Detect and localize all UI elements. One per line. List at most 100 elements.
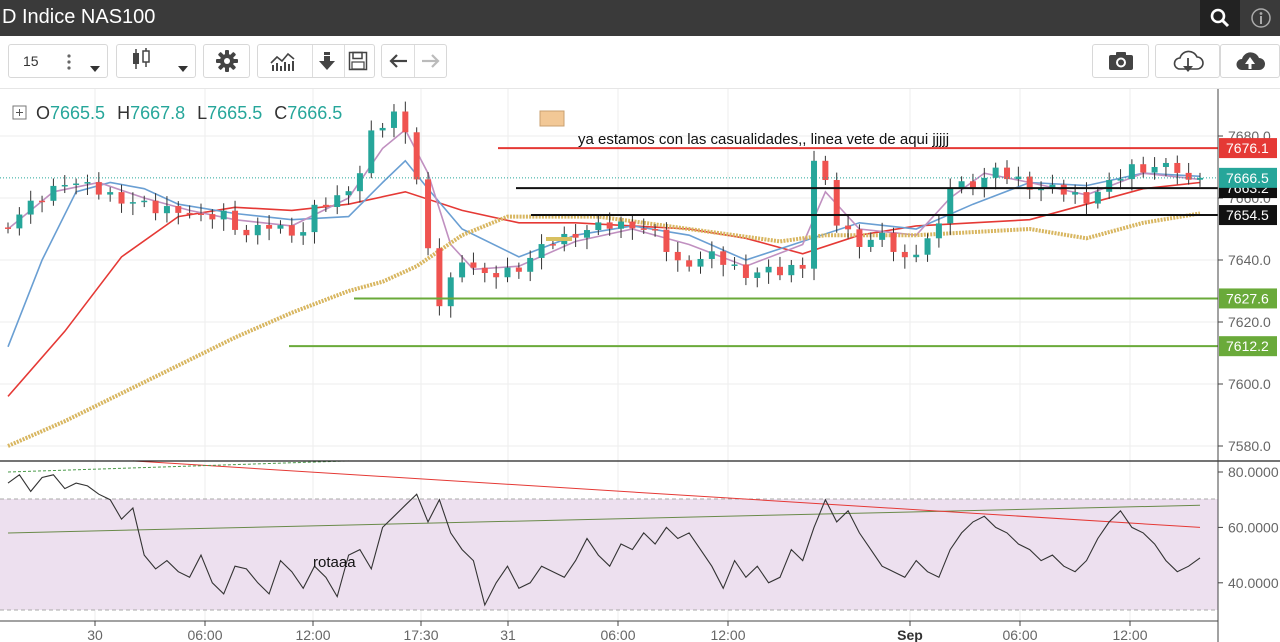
chevron-down-icon — [89, 59, 101, 77]
candle — [606, 222, 613, 229]
candle — [935, 223, 942, 239]
time-tick-label: 12:00 — [295, 627, 330, 642]
candle — [845, 225, 852, 230]
time-tick-label: 30 — [87, 627, 103, 642]
high-value: 7667.8 — [130, 103, 185, 123]
more-dots-icon — [67, 54, 71, 75]
candle — [754, 272, 761, 278]
indicators-icon — [270, 52, 295, 71]
last-price-label: 7666.5 — [1226, 170, 1269, 186]
time-tick-label: 17:30 — [403, 627, 438, 642]
candle — [481, 267, 488, 274]
low-label: L — [197, 103, 207, 123]
candle — [788, 264, 795, 276]
price-label: 7612.2 — [1226, 338, 1269, 354]
candle — [84, 182, 91, 184]
annotation-note[interactable]: ya estamos con las casualidades,, linea … — [578, 131, 949, 148]
price-label-bg — [1219, 336, 1277, 357]
ma-line-1 — [7, 159, 1201, 348]
time-tick-label: 12:00 — [1112, 627, 1147, 642]
settings-button[interactable] — [203, 44, 250, 78]
candle — [243, 229, 250, 236]
chart-type-selector[interactable] — [116, 44, 196, 78]
price-label-bg — [1219, 288, 1277, 309]
candle — [1174, 162, 1181, 173]
rsi-trendline — [132, 460, 1201, 528]
candle — [390, 111, 397, 128]
time-tick-label: 12:00 — [710, 627, 745, 642]
info-icon — [1250, 8, 1271, 28]
interval-selector[interactable]: 15 — [8, 44, 108, 78]
open-label: O — [36, 103, 50, 123]
load-from-cloud-button[interactable] — [1155, 44, 1220, 78]
candle — [493, 273, 500, 278]
ohlc-legend: O7665.5 H7667.8 L7665.5 C7666.5 — [12, 103, 342, 123]
indicators-button[interactable] — [270, 51, 296, 76]
candle — [27, 200, 34, 215]
candle — [674, 251, 681, 261]
candle — [141, 200, 148, 203]
time-tick-label: 31 — [500, 627, 516, 642]
search-button[interactable] — [1200, 0, 1240, 36]
toolbar: 15 — [0, 36, 1280, 89]
candle — [459, 262, 466, 278]
load-button[interactable] — [318, 51, 336, 76]
candle — [447, 277, 454, 307]
candle — [186, 212, 193, 215]
candle — [913, 254, 920, 258]
camera-icon — [1108, 52, 1133, 70]
candle — [175, 206, 182, 213]
screenshot-button[interactable] — [1092, 44, 1149, 78]
candle — [1015, 176, 1022, 180]
candle — [901, 251, 908, 258]
save-to-cloud-button[interactable] — [1220, 44, 1280, 78]
price-label-bg — [1219, 205, 1277, 226]
search-icon — [1210, 8, 1230, 28]
rsi-tick-label: 60.0000 — [1228, 519, 1279, 535]
close-value: 7666.5 — [287, 103, 342, 123]
candle — [720, 251, 727, 265]
undo-button[interactable] — [389, 52, 409, 75]
interval-label: 15 — [23, 53, 39, 69]
save-button[interactable] — [348, 51, 368, 76]
candle — [129, 202, 136, 204]
cloud-upload-icon — [1236, 52, 1265, 70]
candle — [345, 191, 352, 196]
horizontal-levels[interactable] — [0, 147, 1218, 348]
note-marker[interactable] — [539, 110, 565, 127]
candle — [107, 192, 114, 195]
price-label-bg — [1219, 138, 1277, 159]
candle — [1038, 188, 1045, 191]
candle — [152, 200, 159, 214]
candle — [879, 232, 886, 240]
redo-button[interactable] — [420, 52, 440, 75]
symbol-title: D Indice NAS100 — [2, 6, 156, 28]
candle — [1026, 176, 1033, 190]
price-tick-label: 7580.0 — [1228, 438, 1271, 454]
price-tick-label: 7620.0 — [1228, 314, 1271, 330]
title-bar: D Indice NAS100 — [0, 0, 1280, 36]
candle — [209, 214, 216, 220]
candle — [61, 184, 68, 187]
candle — [981, 177, 988, 189]
history-group — [381, 44, 447, 78]
candle — [368, 130, 375, 174]
candle — [697, 258, 704, 267]
chevron-down-icon — [177, 59, 189, 77]
time-axis[interactable]: 30 06:00 12:00 17:30 31 06:00 12:00 Sep 06:00 12:… — [87, 621, 1148, 642]
candle — [924, 238, 931, 255]
save-icon — [348, 51, 368, 71]
close-label: C — [274, 103, 287, 123]
candle — [867, 239, 874, 247]
candle — [16, 214, 23, 229]
annotation-rotaaa[interactable]: rotaaa — [313, 554, 356, 571]
ma-line-3 — [7, 211, 1201, 448]
candle — [402, 111, 409, 133]
candle — [708, 251, 715, 259]
undo-icon — [389, 54, 407, 68]
candle — [436, 248, 443, 307]
info-button[interactable] — [1241, 0, 1280, 36]
candle — [799, 264, 806, 269]
rsi-tick-label: 80.0000 — [1228, 464, 1279, 480]
